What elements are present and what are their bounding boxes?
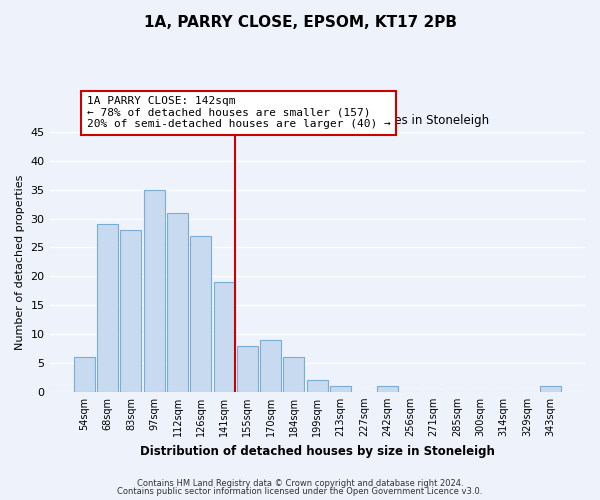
- Bar: [97, 224, 118, 392]
- Y-axis label: Number of detached properties: Number of detached properties: [15, 174, 25, 350]
- Text: Contains public sector information licensed under the Open Government Licence v3: Contains public sector information licen…: [118, 487, 482, 496]
- Text: 1A, PARRY CLOSE, EPSOM, KT17 2PB: 1A, PARRY CLOSE, EPSOM, KT17 2PB: [143, 15, 457, 30]
- Bar: [121, 230, 142, 392]
- Bar: [307, 380, 328, 392]
- Title: Size of property relative to detached houses in Stoneleigh: Size of property relative to detached ho…: [145, 114, 490, 126]
- Bar: [144, 190, 165, 392]
- X-axis label: Distribution of detached houses by size in Stoneleigh: Distribution of detached houses by size …: [140, 444, 495, 458]
- Text: Contains HM Land Registry data © Crown copyright and database right 2024.: Contains HM Land Registry data © Crown c…: [137, 478, 463, 488]
- Bar: [377, 386, 398, 392]
- Bar: [330, 386, 351, 392]
- Bar: [283, 357, 304, 392]
- Bar: [74, 357, 95, 392]
- Bar: [167, 213, 188, 392]
- Bar: [260, 340, 281, 392]
- Bar: [237, 346, 258, 392]
- Bar: [214, 282, 235, 392]
- Bar: [190, 236, 211, 392]
- Bar: [539, 386, 560, 392]
- Text: 1A PARRY CLOSE: 142sqm
← 78% of detached houses are smaller (157)
20% of semi-de: 1A PARRY CLOSE: 142sqm ← 78% of detached…: [87, 96, 391, 130]
